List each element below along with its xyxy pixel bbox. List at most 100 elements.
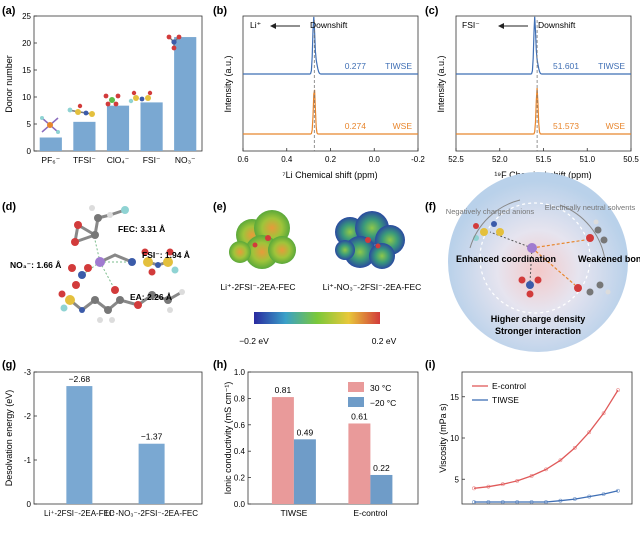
chart-i-ytick-label: 15: [450, 393, 459, 402]
chart-i-data-point: [587, 430, 592, 435]
chart-a-molecule-clo4-icon: [103, 93, 121, 107]
chart-b-xtick-label: 0.6: [237, 155, 249, 164]
chart-h-ytick-label: 0.6: [234, 421, 246, 430]
diagram-e-left-surface: [229, 210, 296, 269]
chart-c-peak-label: 51.573: [553, 121, 579, 131]
chart-a-bar: [140, 102, 163, 151]
chart-h-frame: [247, 371, 419, 505]
chart-b-arrowhead-icon: [270, 23, 276, 29]
chart-b-series-line: [243, 89, 418, 135]
chart-b-series-name: WSE: [393, 121, 413, 131]
chart-a-bar: [73, 121, 96, 151]
diagram-e-color-scale: [254, 312, 380, 324]
chart-b-xtick-label: 0.0: [369, 155, 381, 164]
panel-label-a: (a): [2, 5, 16, 17]
chart-b-li-nmr: Intensity (a.u.) ⁷Li Chemical shift (ppm…: [223, 15, 425, 180]
chart-h-ytick-label: 0.4: [234, 447, 246, 456]
chart-b-xtick-label: 0.2: [325, 155, 337, 164]
chart-i-data-point: [616, 388, 620, 393]
chart-a-xtick-label: TFSI⁻: [73, 155, 96, 165]
chart-a-ytick-label: 0: [27, 147, 32, 156]
chart-g-desolvation: Desolvation energy (eV) 0 -1 -2 -3 −2.68 −1.…: [4, 368, 203, 518]
chart-a-bar: [39, 137, 62, 151]
chart-b-xlabel: ⁷Li Chemical shift (ppm): [282, 170, 377, 180]
diagram-f-arc-left: [469, 199, 521, 249]
diagram-f-interaction-label: Stronger interaction: [495, 326, 581, 336]
chart-g-xtick-label: Li⁺-NO₃⁻-2FSI⁻-2EA-FEC: [105, 509, 198, 518]
chart-c-xtick-label: 52.5: [448, 155, 464, 164]
diagram-d-fsi-label: FSI⁻: 1.94 Å: [142, 250, 190, 260]
diagram-f-li-ion: [527, 243, 537, 253]
diagram-e-esp-maps: Li⁺-2FSI⁻-2EA-FEC Li⁺-NO₃⁻-2FSI⁻-2EA-FEC…: [220, 210, 421, 346]
chart-i-series-line: [473, 389, 619, 489]
panel-label-b: (b): [213, 5, 227, 17]
chart-i-ytick-label: 10: [450, 434, 459, 443]
chart-i-legend-label: E-control: [492, 381, 526, 391]
chart-h-legend-label: 30 °C: [370, 383, 391, 393]
panel-label-g: (g): [2, 359, 16, 371]
chart-h-ytick-label: 1.0: [234, 368, 246, 377]
chart-i-data-point: [601, 411, 606, 416]
panel-label-f: (f): [425, 201, 436, 213]
chart-c-arrow-label: Downshift: [538, 20, 576, 30]
panel-label-e: (e): [213, 201, 227, 213]
diagram-e-right-label: Li⁺-NO₃⁻-2FSI⁻-2EA-FEC: [323, 282, 422, 292]
chart-c-xtick-label: 50.5: [623, 155, 639, 164]
chart-g-frame: [33, 371, 203, 505]
diagram-d-atoms: [58, 205, 185, 323]
chart-i-frame: [461, 371, 633, 505]
chart-a-ytick-label: 15: [22, 66, 31, 75]
diagram-d-no3-label: NO₃⁻: 1.66 Å: [10, 260, 61, 270]
diagram-f-solvents-label: Electrically neutral solvents: [545, 203, 636, 212]
chart-c-arrowhead-icon: [498, 23, 504, 29]
diagram-f-weakened-label: Weakened bonding: [578, 254, 640, 264]
chart-b-series-name: TIWSE: [385, 61, 412, 71]
chart-c-ion-label: FSI⁻: [462, 20, 480, 30]
chart-a-molecule-tfsi-icon: [67, 103, 95, 117]
chart-c-series-line: [456, 87, 631, 135]
diagram-e-left-label: Li⁺-2FSI⁻-2EA-FEC: [220, 282, 295, 292]
chart-i-ylabel: Viscosity (mPa s): [438, 403, 448, 472]
chart-a-ytick-label: 10: [22, 93, 31, 102]
chart-h-legend-swatch: [348, 382, 364, 392]
chart-g-xtick-label: Li⁺-2FSI⁻-2EA-FEC: [44, 509, 115, 518]
chart-h-ytick-label: 0.2: [234, 474, 246, 483]
chart-b-xtick-label: -0.2: [411, 155, 425, 164]
chart-g-value-label: −1.37: [141, 432, 163, 442]
chart-a-bar: [174, 37, 197, 152]
chart-c-series-name: TIWSE: [598, 61, 625, 71]
panel-label-d: (d): [2, 201, 16, 213]
diagram-f-sphere: [448, 172, 628, 352]
diagram-e-scale-min: −0.2 eV: [239, 336, 269, 346]
panel-label-c: (c): [425, 5, 439, 17]
chart-h-bar: [271, 397, 294, 504]
chart-i-viscosity: Viscosity (mPa s) 5 10 15 E-control TIWSE: [438, 371, 633, 505]
panel-label-h: (h): [213, 359, 227, 371]
chart-c-peak-label: 51.601: [553, 61, 579, 71]
chart-b-ion-label: Li⁺: [250, 20, 261, 30]
chart-a-bar: [106, 105, 130, 151]
chart-i-data-point: [558, 458, 563, 463]
chart-g-ytick-label: 0: [27, 500, 32, 509]
chart-b-peak-label: 0.277: [345, 61, 367, 71]
chart-h-conductivity: Ionic conductivity (mS cm⁻¹) 0.0 0.2 0.4 0.…: [223, 368, 419, 518]
chart-g-value-label: −2.68: [69, 374, 91, 384]
chart-a-ytick-label: 20: [22, 39, 31, 48]
chart-c-xtick-label: 51.0: [579, 155, 595, 164]
diagram-f-no3-molecule: [518, 276, 542, 298]
chart-b-ylabel: Intensity (a.u.): [223, 55, 233, 112]
diagram-f-anions-label: Negatively charged anions: [446, 207, 535, 216]
chart-g-ytick-label: -3: [24, 368, 32, 377]
chart-h-xtick-label: TIWSE: [280, 508, 307, 518]
chart-a-molecule-no3-icon: [166, 34, 182, 51]
chart-g-ytick-label: -2: [24, 412, 32, 421]
chart-a-molecule-fsi-icon: [128, 90, 153, 104]
chart-h-value-label: 0.61: [351, 411, 368, 421]
chart-i-ytick-label: 5: [455, 475, 460, 484]
chart-h-legend-label: −20 °C: [370, 398, 396, 408]
chart-c-f-nmr: Intensity (a.u.) ¹⁹F Chemical shift (ppm…: [436, 15, 639, 180]
chart-g-bar: [66, 386, 93, 504]
chart-h-bar: [348, 423, 371, 504]
diagram-f-arc-right: [559, 204, 606, 261]
